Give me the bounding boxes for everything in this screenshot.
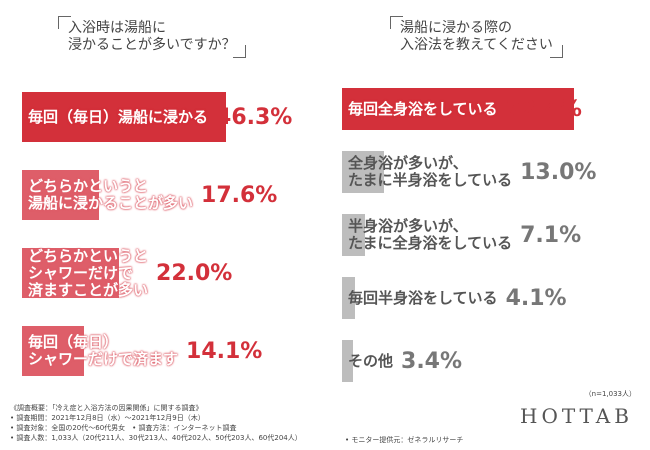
category-label: どちらかというと シャワーだけで 済ますことが多い — [28, 246, 149, 299]
category-label: 毎回（毎日） シャワーだけで済ます — [28, 333, 179, 368]
value-label: 22.0% — [156, 260, 233, 286]
bar-row: 毎回（毎日）湯船に浸かる 46.3% — [22, 92, 292, 142]
brand: HOTTAB — [520, 404, 633, 428]
bar — [342, 214, 365, 256]
provider: • モニター提供元：ゼネラルリサーチ — [345, 436, 464, 444]
category-label: 毎回全身浴をしている — [348, 99, 498, 118]
bar — [342, 151, 384, 193]
bar-row: どちらかというと 湯船に浸かることが多い 17.6% — [22, 170, 277, 220]
value-label: 14.1% — [186, 338, 263, 364]
bar-row: どちらかというと シャワーだけで 済ますことが多い 22.0% — [22, 246, 233, 299]
value-label: 72.4% — [505, 96, 582, 122]
bar-row: その他 3.4% — [342, 340, 462, 382]
note: • 調査人数：1,033人（20代211人、30代213人、40代202人、50… — [10, 434, 302, 442]
value-label: 46.3% — [216, 104, 293, 130]
value-label: 3.4% — [401, 348, 463, 374]
bar — [342, 88, 574, 130]
chart-title: 入浴時は湯船に 浸かることが多いですか？ — [58, 16, 246, 58]
bar — [342, 340, 353, 382]
bar-row: 毎回（毎日） シャワーだけで済ます 14.1% — [22, 326, 262, 376]
value-label: 13.0% — [520, 159, 597, 185]
bar-row: 毎回半身浴をしている 4.1% — [342, 277, 567, 319]
bar-row: 半身浴が多いが、 たまに全身浴をしている 7.1% — [342, 214, 581, 256]
chart-title: 湯船に浸かる際の 入浴法を教えてください — [390, 16, 563, 58]
bar-row: 毎回全身浴をしている 72.4% — [342, 88, 582, 130]
bar — [342, 277, 356, 319]
value-label: 17.6% — [201, 182, 278, 208]
value-label: 7.1% — [520, 222, 582, 248]
category-label: 毎回（毎日）湯船に浸かる — [28, 107, 209, 126]
category-label: 全身浴が多いが、 たまに半身浴をしている — [348, 154, 513, 189]
note: • 調査対象：全国の20代～60代男女 • 調査方法：インターネット調査 — [10, 424, 237, 432]
note: 《調査概要：「冷え症と入浴方法の因果関係」に関する調査》 — [10, 404, 203, 412]
category-label: 半身浴が多いが、 たまに全身浴をしている — [348, 217, 513, 252]
note: • 調査期間：2021年12月8日（水）～2021年12月9日（木） — [10, 414, 205, 422]
bar — [22, 326, 85, 376]
value-label: 4.1% — [505, 285, 567, 311]
bar — [22, 92, 226, 142]
bar — [22, 170, 100, 220]
category-label: どちらかというと 湯船に浸かることが多い — [28, 177, 194, 212]
bar-row: 全身浴が多いが、 たまに半身浴をしている 13.0% — [342, 151, 596, 193]
sample-size: （n=1,033人） — [584, 390, 636, 398]
bar — [22, 248, 119, 298]
category-label: その他 — [348, 351, 394, 370]
category-label: 毎回半身浴をしている — [348, 288, 498, 307]
